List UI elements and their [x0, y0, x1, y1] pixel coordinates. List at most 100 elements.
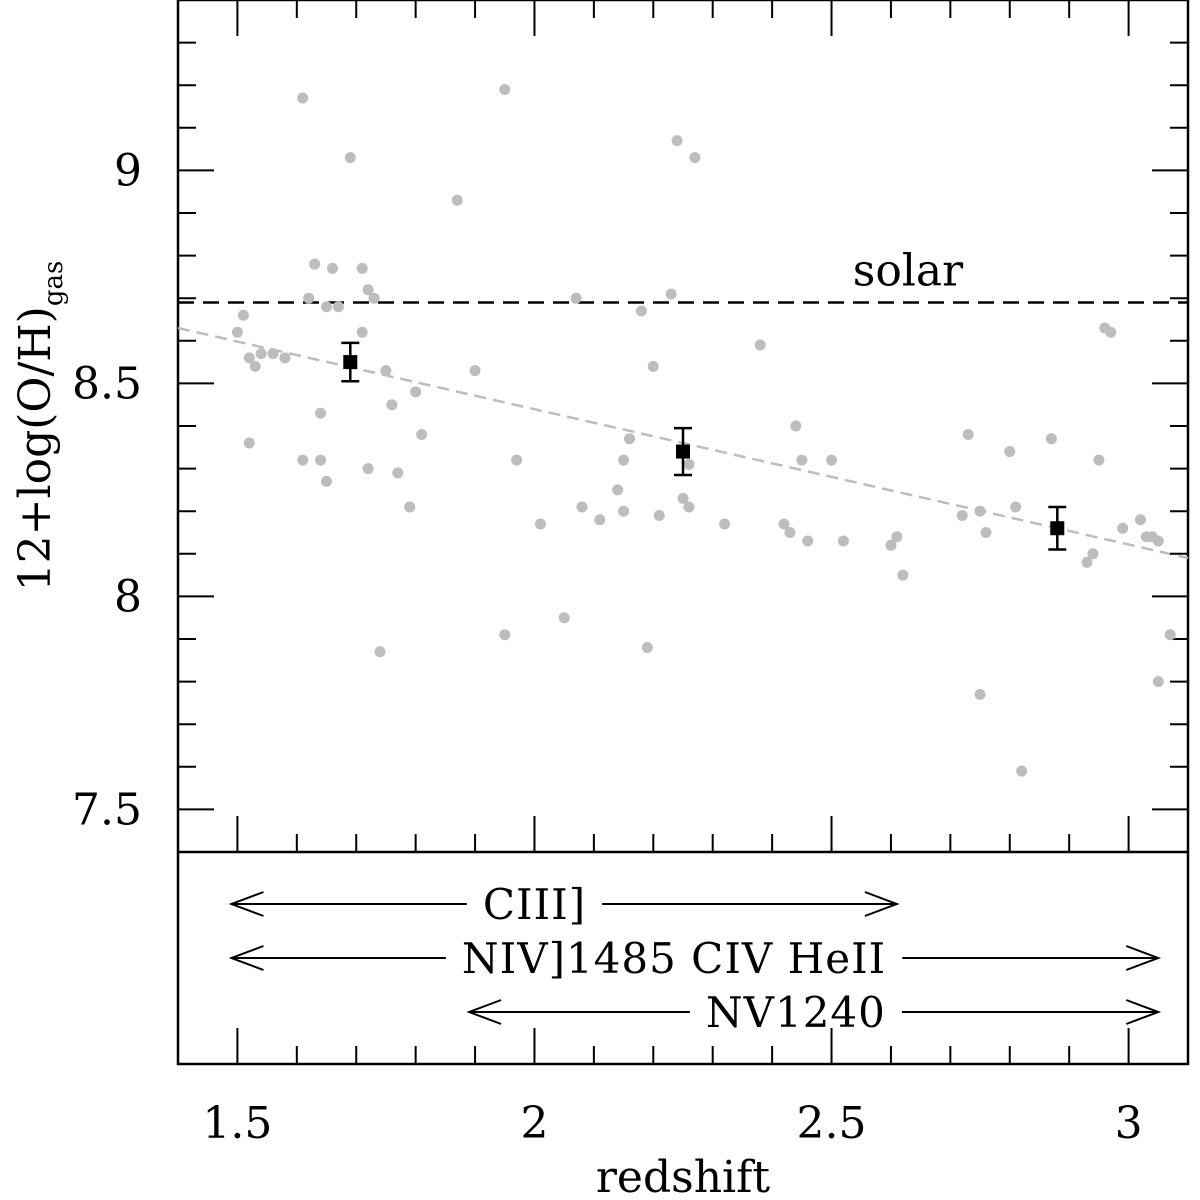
line-range-label: CIII] — [483, 880, 586, 929]
scatter-point — [974, 505, 986, 517]
arrow-head-right — [1125, 945, 1162, 971]
line-range: NV1240 — [466, 988, 1162, 1037]
scatter-point — [303, 292, 315, 304]
scatter-point — [624, 433, 636, 445]
scatter-point — [897, 569, 909, 581]
scatter-point — [802, 535, 814, 547]
arrow-head-left — [228, 891, 264, 917]
scatter-point — [837, 535, 849, 547]
scatter-point — [665, 288, 677, 300]
scatter-point — [499, 83, 511, 95]
x-tick-label: 2 — [520, 1098, 548, 1149]
scatter-point — [576, 501, 588, 513]
binned-marker — [1050, 521, 1065, 536]
scatter-point — [1164, 629, 1176, 641]
scatter-point — [796, 454, 808, 466]
scatter-point — [677, 492, 689, 504]
scatter-point — [671, 135, 683, 147]
scatter-point — [279, 352, 291, 364]
y-axis-label: 12+log(O/H)gas — [10, 261, 69, 592]
scatter-point — [410, 386, 422, 398]
scatter-point — [689, 152, 701, 164]
scatter-point — [1081, 556, 1093, 568]
scatter-point — [386, 399, 398, 411]
line-range: CIII] — [228, 880, 900, 929]
arrow-head-right — [1125, 999, 1162, 1025]
scatter-point — [231, 326, 243, 338]
scatter-point — [380, 365, 392, 377]
scatter-point — [356, 326, 368, 338]
scatter-point — [974, 688, 986, 700]
scatter-point — [315, 407, 327, 419]
scatter-point — [683, 501, 695, 513]
x-tick-label: 1.5 — [202, 1098, 272, 1149]
scatter-point — [618, 454, 630, 466]
scatter-point — [368, 292, 380, 304]
scatter-point — [641, 642, 653, 654]
y-axis-label-subscript: gas — [39, 261, 69, 307]
scatter-point — [778, 518, 790, 530]
scatter-point — [315, 454, 327, 466]
y-tick-label: 8.5 — [72, 358, 142, 409]
scatter-point — [511, 454, 523, 466]
scatter-point — [392, 467, 404, 479]
scatter-point — [356, 262, 368, 274]
binned-point — [341, 341, 360, 383]
scatter-point — [249, 360, 261, 372]
scatter-point — [784, 527, 796, 538]
scatter-point — [243, 437, 255, 449]
scatter-point — [374, 646, 386, 658]
scatter-point — [1093, 454, 1105, 466]
scatter-point — [534, 518, 546, 530]
scatter-point — [326, 262, 338, 274]
scatter-point — [297, 454, 309, 466]
arrow-head-right — [864, 891, 900, 917]
scatter-point — [362, 463, 374, 475]
scatter-point — [719, 518, 731, 530]
scatter-point — [980, 527, 992, 538]
scatter-point — [332, 301, 344, 313]
scatter-point — [1134, 514, 1146, 526]
scatter-point — [653, 509, 665, 521]
scatter-point — [647, 360, 659, 372]
y-tick-label: 8 — [114, 571, 142, 622]
scatter-point — [826, 454, 838, 466]
scatter-point — [1016, 765, 1028, 777]
scatter-point — [635, 305, 647, 317]
scatter-point — [255, 348, 267, 360]
x-axis-label: redshift — [596, 1152, 771, 1200]
scatter-point — [469, 365, 481, 377]
scatter-point — [594, 514, 606, 526]
scatter-point — [1087, 548, 1099, 560]
scatter-point — [267, 348, 279, 360]
scatter-point — [1117, 522, 1129, 534]
arrow-head-left — [228, 945, 264, 971]
scatter-point — [1045, 433, 1057, 445]
y-axis-label-main: 12+log(O/H) — [10, 306, 61, 591]
scatter-point — [309, 258, 321, 270]
scatter-point — [297, 92, 309, 104]
scatter-point — [570, 292, 582, 304]
scatter-point — [558, 612, 570, 624]
scatter-point — [891, 531, 903, 543]
scatter-point — [790, 420, 802, 432]
line-range-label: NIV]1485 CIV HeII — [462, 934, 886, 983]
line-range-panel: CIII] NIV]1485 CIV HeII NV1240 — [228, 880, 1162, 1037]
binned-marker — [676, 444, 690, 459]
solar-label: solar — [853, 245, 964, 296]
scatter-point — [499, 629, 511, 641]
scatter-point — [956, 509, 968, 521]
scatter-point — [321, 475, 333, 487]
scatter-point — [618, 505, 630, 517]
scatter-series — [231, 83, 1176, 777]
scatter-point — [1010, 501, 1022, 513]
binned-point — [674, 426, 692, 477]
scatter-point — [1152, 535, 1164, 547]
line-range-label: NV1240 — [706, 988, 886, 1037]
scatter-point — [321, 301, 333, 313]
scatter-point — [885, 539, 897, 551]
arrow-head-left — [466, 999, 502, 1025]
scatter-point — [404, 501, 416, 513]
scatter-point — [754, 339, 766, 351]
